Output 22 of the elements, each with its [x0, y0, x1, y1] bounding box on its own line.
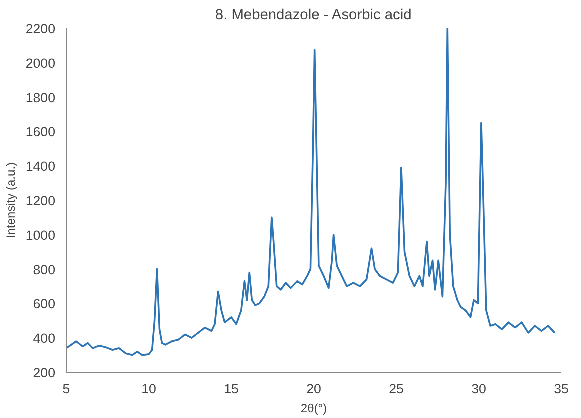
x-tick-label: 30 [472, 382, 486, 396]
x-tick-label: 10 [142, 382, 156, 396]
line-series [66, 28, 556, 356]
x-axis-title: 2θ(°) [300, 402, 328, 416]
y-tick-label: 1600 [26, 124, 56, 140]
x-tick-label: 5 [62, 382, 70, 396]
x-tick-label: 20 [306, 382, 322, 396]
x-tick-label: 15 [224, 382, 239, 396]
chart-title: 8. Mebendazole - Asorbic acid [215, 8, 412, 24]
y-tick-label: 2000 [26, 56, 56, 71]
y-tick-label: 800 [33, 262, 56, 278]
y-tick-label: 600 [33, 296, 56, 312]
y-tick-label: 1000 [26, 228, 56, 243]
y-tick-label: 1800 [26, 90, 56, 106]
y-tick-label: 1400 [26, 159, 56, 174]
y-axis-title: Intensity (a.u.) [4, 162, 18, 239]
x-tick-label: 25 [389, 382, 404, 396]
x-tick-label: 35 [554, 382, 569, 396]
y-tick-label: 1200 [26, 194, 56, 208]
y-tick-label: 2200 [26, 22, 56, 36]
y-tick-label: 400 [33, 331, 56, 346]
y-tick-label: 200 [33, 366, 56, 380]
